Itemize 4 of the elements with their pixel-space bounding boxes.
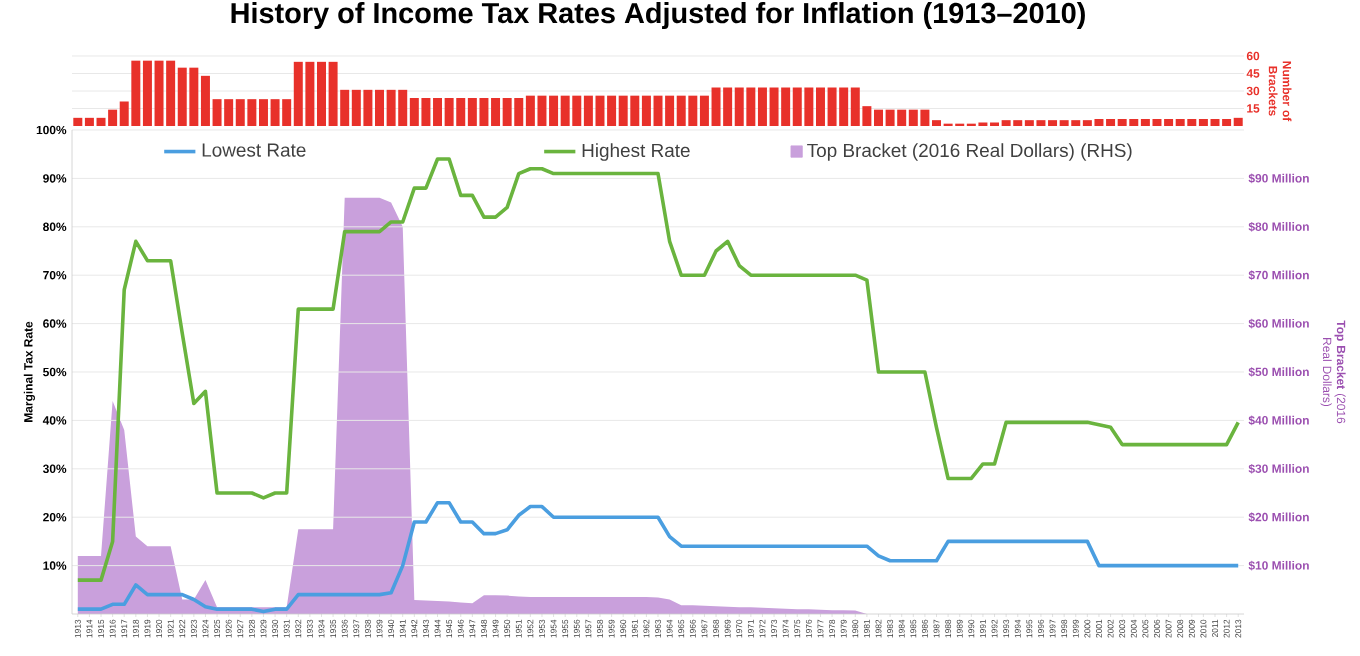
legend-label: Lowest Rate	[202, 143, 306, 157]
legend-label: Highest Rate	[582, 143, 690, 161]
chart-title: History of Income Tax Rates Adjusted for Inflation (1913–2010)	[231, 2, 1085, 30]
legend-label: Top Bracket (2016 Real Dollars) (RHS)	[807, 143, 1132, 161]
